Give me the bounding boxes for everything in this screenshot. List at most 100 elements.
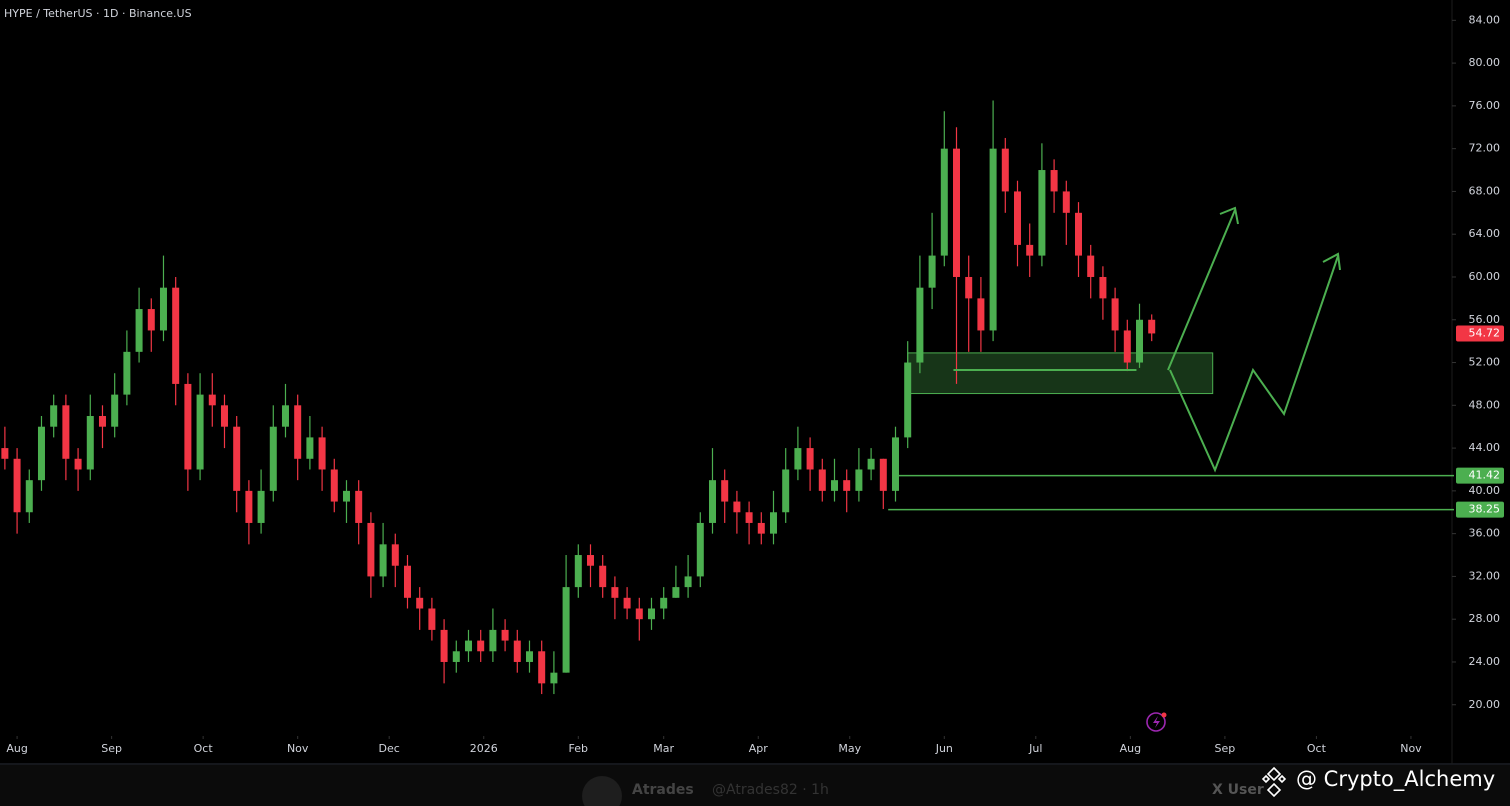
candle-body <box>562 587 570 673</box>
candle-body <box>867 458 875 470</box>
y-tick-label: 48.00 <box>1469 398 1501 411</box>
candle-body <box>318 437 326 470</box>
candle-body <box>501 629 509 641</box>
candle-body <box>757 522 765 534</box>
y-tick-label: 76.00 <box>1469 99 1501 112</box>
candle-body <box>794 448 802 470</box>
candle-body <box>940 148 948 256</box>
candle-body <box>208 394 216 406</box>
candle-body <box>196 394 204 470</box>
candle-body <box>428 608 436 630</box>
x-tick-label: Oct <box>1307 742 1327 755</box>
footer-side: X User <box>1212 782 1264 798</box>
candle-body <box>513 640 521 662</box>
level-badge <box>1456 467 1504 484</box>
candle-body <box>367 522 375 577</box>
candle-body <box>245 490 253 523</box>
candle-body <box>464 640 472 652</box>
candle-body <box>1111 298 1119 331</box>
candle-body <box>1026 244 1034 256</box>
candle-body <box>745 512 753 523</box>
candle-body <box>50 405 58 427</box>
candle-body <box>233 426 241 491</box>
candle-body <box>769 512 777 534</box>
level-label: 41.42 <box>1469 469 1501 482</box>
candle-body <box>294 405 302 459</box>
candle-body <box>330 469 338 502</box>
arrow-up <box>1167 209 1236 371</box>
y-tick-label: 80.00 <box>1469 56 1501 69</box>
y-tick-label: 28.00 <box>1469 612 1501 625</box>
last-price-label: 54.72 <box>1469 326 1501 339</box>
candle-body <box>928 255 936 288</box>
candle-body <box>965 276 973 299</box>
candle-body <box>1062 191 1070 213</box>
candle-body <box>891 437 899 491</box>
x-tick-label: Sep <box>1215 742 1236 755</box>
candle-body <box>379 544 387 577</box>
watermark-icon <box>1261 766 1287 798</box>
x-tick-label: Sep <box>101 742 122 755</box>
y-tick-label: 64.00 <box>1469 227 1501 240</box>
candle-body <box>147 309 155 331</box>
footer-author: Atrades <box>632 782 694 798</box>
candle-body <box>123 351 131 395</box>
level-badge <box>1456 501 1504 518</box>
y-tick-label: 24.00 <box>1469 655 1501 668</box>
candle-body <box>1075 212 1083 256</box>
candle-body <box>37 426 45 481</box>
candle-body <box>489 629 497 652</box>
candle-body <box>684 576 692 588</box>
x-tick-label: Apr <box>749 742 769 755</box>
candle-body <box>599 565 607 588</box>
candle-body <box>538 651 546 684</box>
y-tick-label: 44.00 <box>1469 441 1501 454</box>
candle-body <box>1038 170 1046 256</box>
candle-body <box>879 458 887 491</box>
candle-body <box>13 458 21 513</box>
candle-body <box>403 565 411 598</box>
y-tick-label: 36.00 <box>1469 527 1501 540</box>
level-label: 38.25 <box>1469 503 1501 516</box>
candle-body <box>62 405 70 459</box>
x-tick-label: Aug <box>6 742 27 755</box>
candle-body <box>550 672 558 684</box>
candle-body <box>172 287 180 384</box>
candle-body <box>782 469 790 513</box>
candle-body <box>843 480 851 491</box>
candle-body <box>623 597 631 609</box>
candle-body <box>586 555 594 566</box>
candle-body <box>1 448 9 459</box>
candle-body <box>1099 276 1107 299</box>
candle-body <box>281 405 289 427</box>
candle-body <box>672 587 680 598</box>
y-tick-label: 56.00 <box>1469 313 1501 326</box>
candle-body <box>611 587 619 598</box>
footer-bar <box>0 765 1510 806</box>
candle-body <box>818 469 826 491</box>
x-tick-label: Mar <box>653 742 674 755</box>
x-tick-label: Jul <box>1028 742 1042 755</box>
candle-body <box>525 651 533 662</box>
y-tick-label: 68.00 <box>1469 184 1501 197</box>
candle-body <box>1123 330 1131 363</box>
demand-zone <box>907 352 1214 395</box>
candle-body <box>159 287 167 331</box>
candle-body <box>342 490 350 502</box>
candle-body <box>25 480 33 513</box>
y-tick-label: 60.00 <box>1469 270 1501 283</box>
candle-body <box>477 640 485 652</box>
candle-body <box>220 405 228 427</box>
candle-body <box>574 555 582 588</box>
arrow-head <box>1219 206 1239 225</box>
avatar <box>582 776 622 806</box>
watermark: @ Crypto_Alchemy <box>1296 767 1495 792</box>
candle-body <box>1001 148 1009 192</box>
candle-body <box>257 490 265 523</box>
candle-body <box>696 522 704 577</box>
x-tick-label: Feb <box>569 742 588 755</box>
x-tick-label: May <box>838 742 861 755</box>
candle-body <box>135 309 143 352</box>
candle-body <box>98 416 106 427</box>
x-tick-label: Dec <box>379 742 400 755</box>
